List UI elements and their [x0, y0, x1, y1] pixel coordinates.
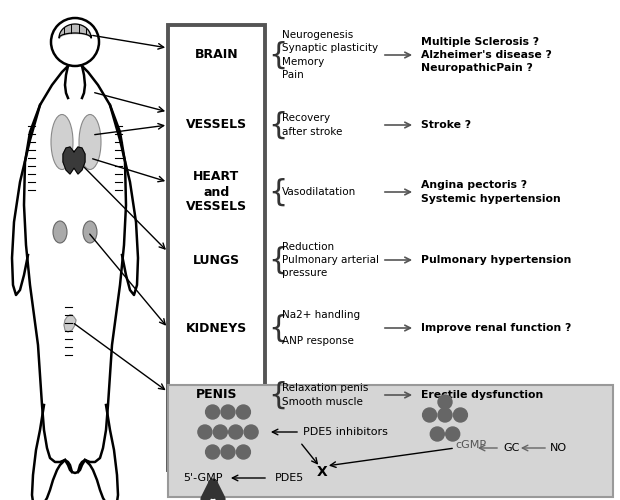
Text: NO: NO [550, 443, 567, 453]
Text: {: { [268, 314, 288, 342]
Ellipse shape [53, 221, 67, 243]
Text: Neurogenesis
Synaptic plasticity
Memory
Pain: Neurogenesis Synaptic plasticity Memory … [282, 30, 378, 80]
Text: HEART
and
VESSELS: HEART and VESSELS [186, 170, 247, 214]
Circle shape [236, 445, 250, 459]
Circle shape [198, 425, 212, 439]
Text: Reduction
Pulmonary arterial
pressure: Reduction Pulmonary arterial pressure [282, 242, 379, 278]
Circle shape [213, 425, 228, 439]
Circle shape [438, 395, 452, 409]
Text: LUNGS: LUNGS [193, 254, 240, 266]
Circle shape [438, 408, 452, 422]
Ellipse shape [83, 221, 97, 243]
Text: cGMP: cGMP [455, 440, 486, 450]
Text: GC: GC [503, 443, 520, 453]
Text: BRAIN: BRAIN [195, 48, 238, 62]
Text: KIDNEYS: KIDNEYS [186, 322, 247, 334]
Text: {: { [268, 246, 288, 274]
Text: Erectile dysfunction: Erectile dysfunction [421, 390, 543, 400]
Circle shape [446, 427, 459, 441]
Polygon shape [64, 315, 76, 332]
Circle shape [236, 405, 250, 419]
Text: PDE5 inhibitors: PDE5 inhibitors [303, 427, 388, 437]
Circle shape [430, 427, 445, 441]
Circle shape [244, 425, 258, 439]
Text: {: { [268, 40, 288, 70]
Text: Na2+ handling

ANP response: Na2+ handling ANP response [282, 310, 360, 346]
Text: Pulmonary hypertension: Pulmonary hypertension [421, 255, 572, 265]
Text: Relaxation penis
Smooth muscle: Relaxation penis Smooth muscle [282, 384, 368, 406]
Text: Vasodilatation: Vasodilatation [282, 187, 356, 197]
Circle shape [229, 425, 242, 439]
Text: X: X [317, 465, 327, 479]
Text: PENIS: PENIS [196, 388, 237, 402]
Ellipse shape [51, 114, 73, 170]
Text: {: { [268, 178, 288, 206]
Text: Stroke ?: Stroke ? [421, 120, 471, 130]
FancyBboxPatch shape [168, 385, 613, 497]
Text: PDE5: PDE5 [275, 473, 304, 483]
Text: 5'-GMP: 5'-GMP [183, 473, 223, 483]
Text: {: { [268, 380, 288, 410]
Circle shape [423, 408, 436, 422]
Circle shape [453, 408, 467, 422]
Circle shape [206, 445, 219, 459]
Circle shape [221, 405, 235, 419]
Text: {: { [268, 110, 288, 140]
Text: Recovery
after stroke: Recovery after stroke [282, 114, 342, 136]
Circle shape [221, 445, 235, 459]
Text: Angina pectoris ?
Systemic hypertension: Angina pectoris ? Systemic hypertension [421, 180, 560, 204]
Text: VESSELS: VESSELS [186, 118, 247, 132]
Ellipse shape [79, 114, 101, 170]
Text: Improve renal function ?: Improve renal function ? [421, 323, 572, 333]
Polygon shape [63, 147, 85, 174]
Circle shape [206, 405, 219, 419]
Text: Multiple Sclerosis ?
Alzheimer's disease ?
NeuropathicPain ?: Multiple Sclerosis ? Alzheimer's disease… [421, 37, 552, 73]
FancyBboxPatch shape [168, 25, 265, 470]
